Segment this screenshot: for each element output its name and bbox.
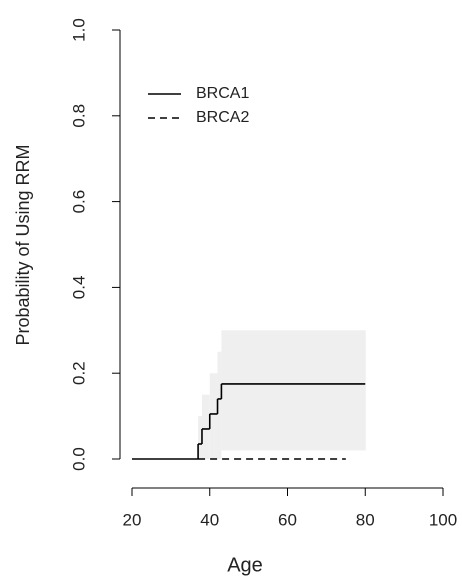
x-tick-label: 100 bbox=[429, 510, 457, 529]
legend-label: BRCA1 bbox=[196, 85, 249, 102]
confidence-band bbox=[217, 351, 222, 459]
y-tick-label: 0.6 bbox=[69, 190, 88, 214]
y-tick-label: 1.0 bbox=[69, 18, 88, 42]
x-tick-label: 20 bbox=[123, 510, 142, 529]
y-axis-label: Probability of Using RRM bbox=[13, 144, 33, 345]
y-tick-label: 0.8 bbox=[69, 104, 88, 128]
x-tick-label: 80 bbox=[356, 510, 375, 529]
confidence-band bbox=[221, 330, 366, 451]
confidence-band bbox=[198, 416, 202, 459]
x-tick-label: 40 bbox=[200, 510, 219, 529]
confidence-band bbox=[201, 394, 210, 459]
legend-label: BRCA2 bbox=[196, 109, 249, 126]
x-tick-label: 60 bbox=[278, 510, 297, 529]
y-tick-label: 0.0 bbox=[69, 447, 88, 471]
x-axis-label: Age bbox=[227, 554, 263, 576]
y-tick-label: 0.4 bbox=[69, 276, 88, 300]
confidence-band bbox=[209, 373, 218, 459]
y-tick-label: 0.2 bbox=[69, 361, 88, 385]
